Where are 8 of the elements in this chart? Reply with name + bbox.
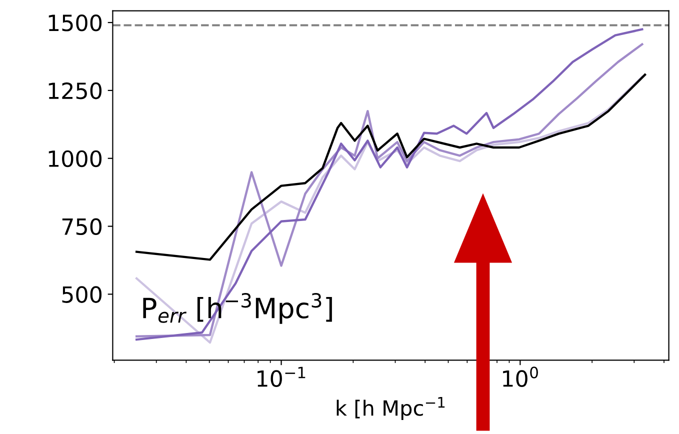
x-tick-label: 10$^{−1}$ <box>258 366 306 387</box>
y-tick-label: 750 <box>62 218 102 236</box>
y-tick-label: 1500 <box>48 14 102 32</box>
x-axis-title: k [h Mpc$^{−1}$ <box>336 397 445 420</box>
y-tick-label: 1000 <box>48 150 102 168</box>
x-tick-label: 10$^{0}$ <box>503 366 538 387</box>
y-tick-label: 500 <box>62 286 102 303</box>
y-tick-label: 1250 <box>48 82 102 100</box>
